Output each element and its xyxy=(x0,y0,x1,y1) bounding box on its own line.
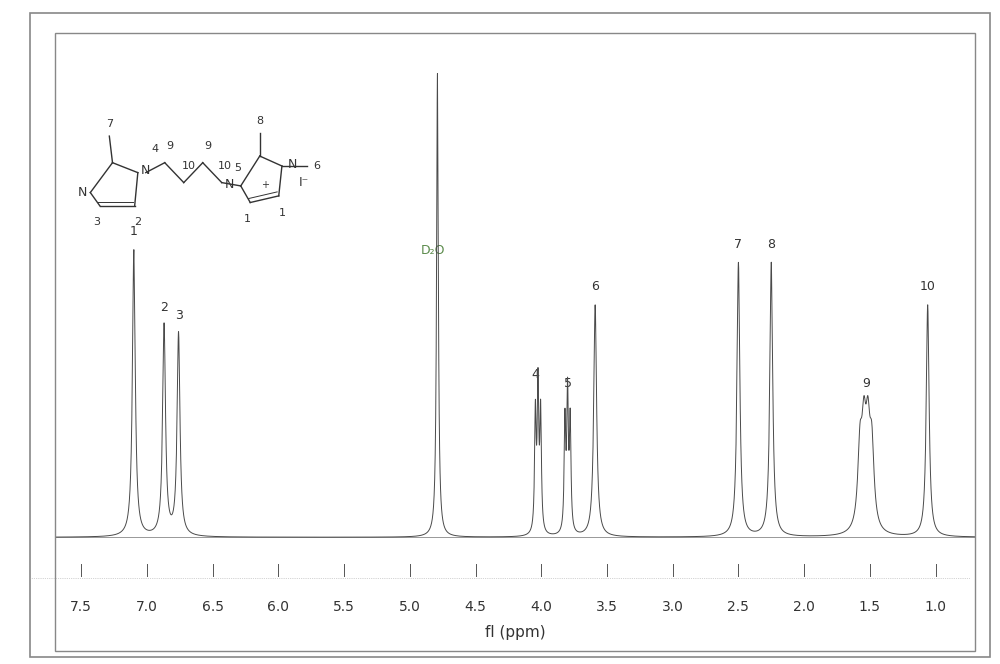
Text: 1: 1 xyxy=(278,207,285,218)
Text: 10: 10 xyxy=(218,161,232,171)
Text: 10: 10 xyxy=(182,161,196,171)
Text: 4: 4 xyxy=(531,369,539,381)
Text: 5.5: 5.5 xyxy=(333,600,355,614)
Text: 7.5: 7.5 xyxy=(70,600,92,614)
Text: 5.0: 5.0 xyxy=(399,600,421,614)
Text: 9: 9 xyxy=(166,141,173,151)
Text: 4.5: 4.5 xyxy=(465,600,487,614)
Text: D₂O: D₂O xyxy=(420,244,445,257)
Text: 8: 8 xyxy=(256,116,263,126)
Text: N: N xyxy=(288,158,298,171)
Text: 5: 5 xyxy=(564,376,572,390)
Text: N: N xyxy=(78,186,87,199)
Text: 7: 7 xyxy=(734,238,742,250)
Text: 7: 7 xyxy=(106,120,113,129)
Text: 10: 10 xyxy=(920,280,936,293)
Text: 9: 9 xyxy=(204,141,211,151)
Text: N: N xyxy=(225,178,234,191)
Text: fl (ppm): fl (ppm) xyxy=(485,625,545,640)
Text: 4.0: 4.0 xyxy=(530,600,552,614)
Text: 2: 2 xyxy=(134,217,141,228)
Text: I⁻: I⁻ xyxy=(299,176,309,189)
Text: 6: 6 xyxy=(591,280,599,293)
Text: 2.0: 2.0 xyxy=(793,600,815,614)
Text: 6: 6 xyxy=(314,161,321,171)
Text: 8: 8 xyxy=(767,238,775,250)
Text: N: N xyxy=(141,165,150,177)
Text: 9: 9 xyxy=(862,376,870,390)
Text: 2.5: 2.5 xyxy=(727,600,749,614)
Text: 4: 4 xyxy=(152,144,159,154)
Text: 6.5: 6.5 xyxy=(202,600,224,614)
Text: 1: 1 xyxy=(244,214,251,224)
Text: 6.0: 6.0 xyxy=(267,600,289,614)
Text: 3.0: 3.0 xyxy=(662,600,684,614)
Text: 7.0: 7.0 xyxy=(136,600,158,614)
Text: 1.0: 1.0 xyxy=(925,600,947,614)
Text: 3: 3 xyxy=(93,217,100,228)
Text: 1.5: 1.5 xyxy=(859,600,881,614)
Text: 3.5: 3.5 xyxy=(596,600,618,614)
Text: 1: 1 xyxy=(130,225,138,238)
Text: 3: 3 xyxy=(175,309,182,322)
Text: +: + xyxy=(261,179,269,190)
Text: 5: 5 xyxy=(234,163,241,173)
Text: 2: 2 xyxy=(160,301,168,314)
